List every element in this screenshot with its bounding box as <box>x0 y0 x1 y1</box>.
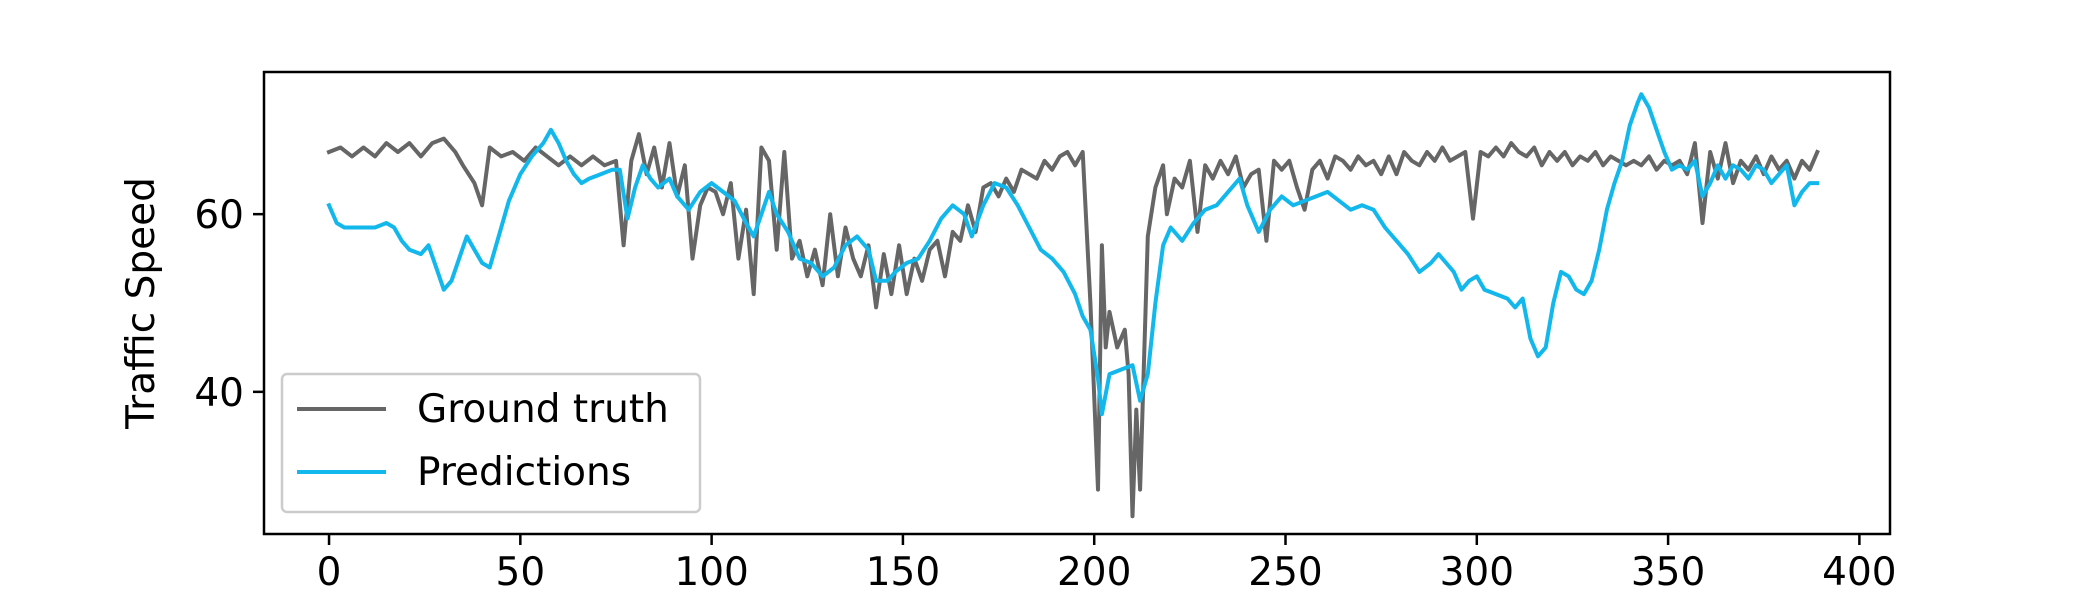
x-tick-label: 300 <box>1440 550 1514 595</box>
x-tick-label: 350 <box>1631 550 1705 595</box>
legend-label-predictions: Predictions <box>417 450 631 495</box>
y-axis: 40 60 <box>194 193 264 416</box>
y-axis-label: Traffic Speed <box>119 177 164 430</box>
series-layer <box>326 92 1820 519</box>
legend-label-ground-truth: Ground truth <box>417 387 669 432</box>
x-tick-label: 150 <box>866 550 940 595</box>
x-tick-label: 0 <box>317 550 342 595</box>
ground-truth-line <box>326 132 1820 519</box>
x-axis: 0 50 100 150 200 250 300 350 400 <box>317 534 1897 595</box>
legend-box <box>280 372 702 514</box>
plot-frame <box>262 70 1892 536</box>
x-tick-label: 200 <box>1057 550 1131 595</box>
x-tick-label: 250 <box>1248 550 1322 595</box>
y-tick-label: 40 <box>194 371 244 416</box>
y-tick-label: 60 <box>194 193 244 238</box>
legend: Ground truth Predictions <box>280 372 702 514</box>
x-tick-label: 400 <box>1822 550 1896 595</box>
x-tick-label: 100 <box>674 550 748 595</box>
predictions-line <box>326 92 1820 417</box>
x-tick-label: 50 <box>496 550 546 595</box>
